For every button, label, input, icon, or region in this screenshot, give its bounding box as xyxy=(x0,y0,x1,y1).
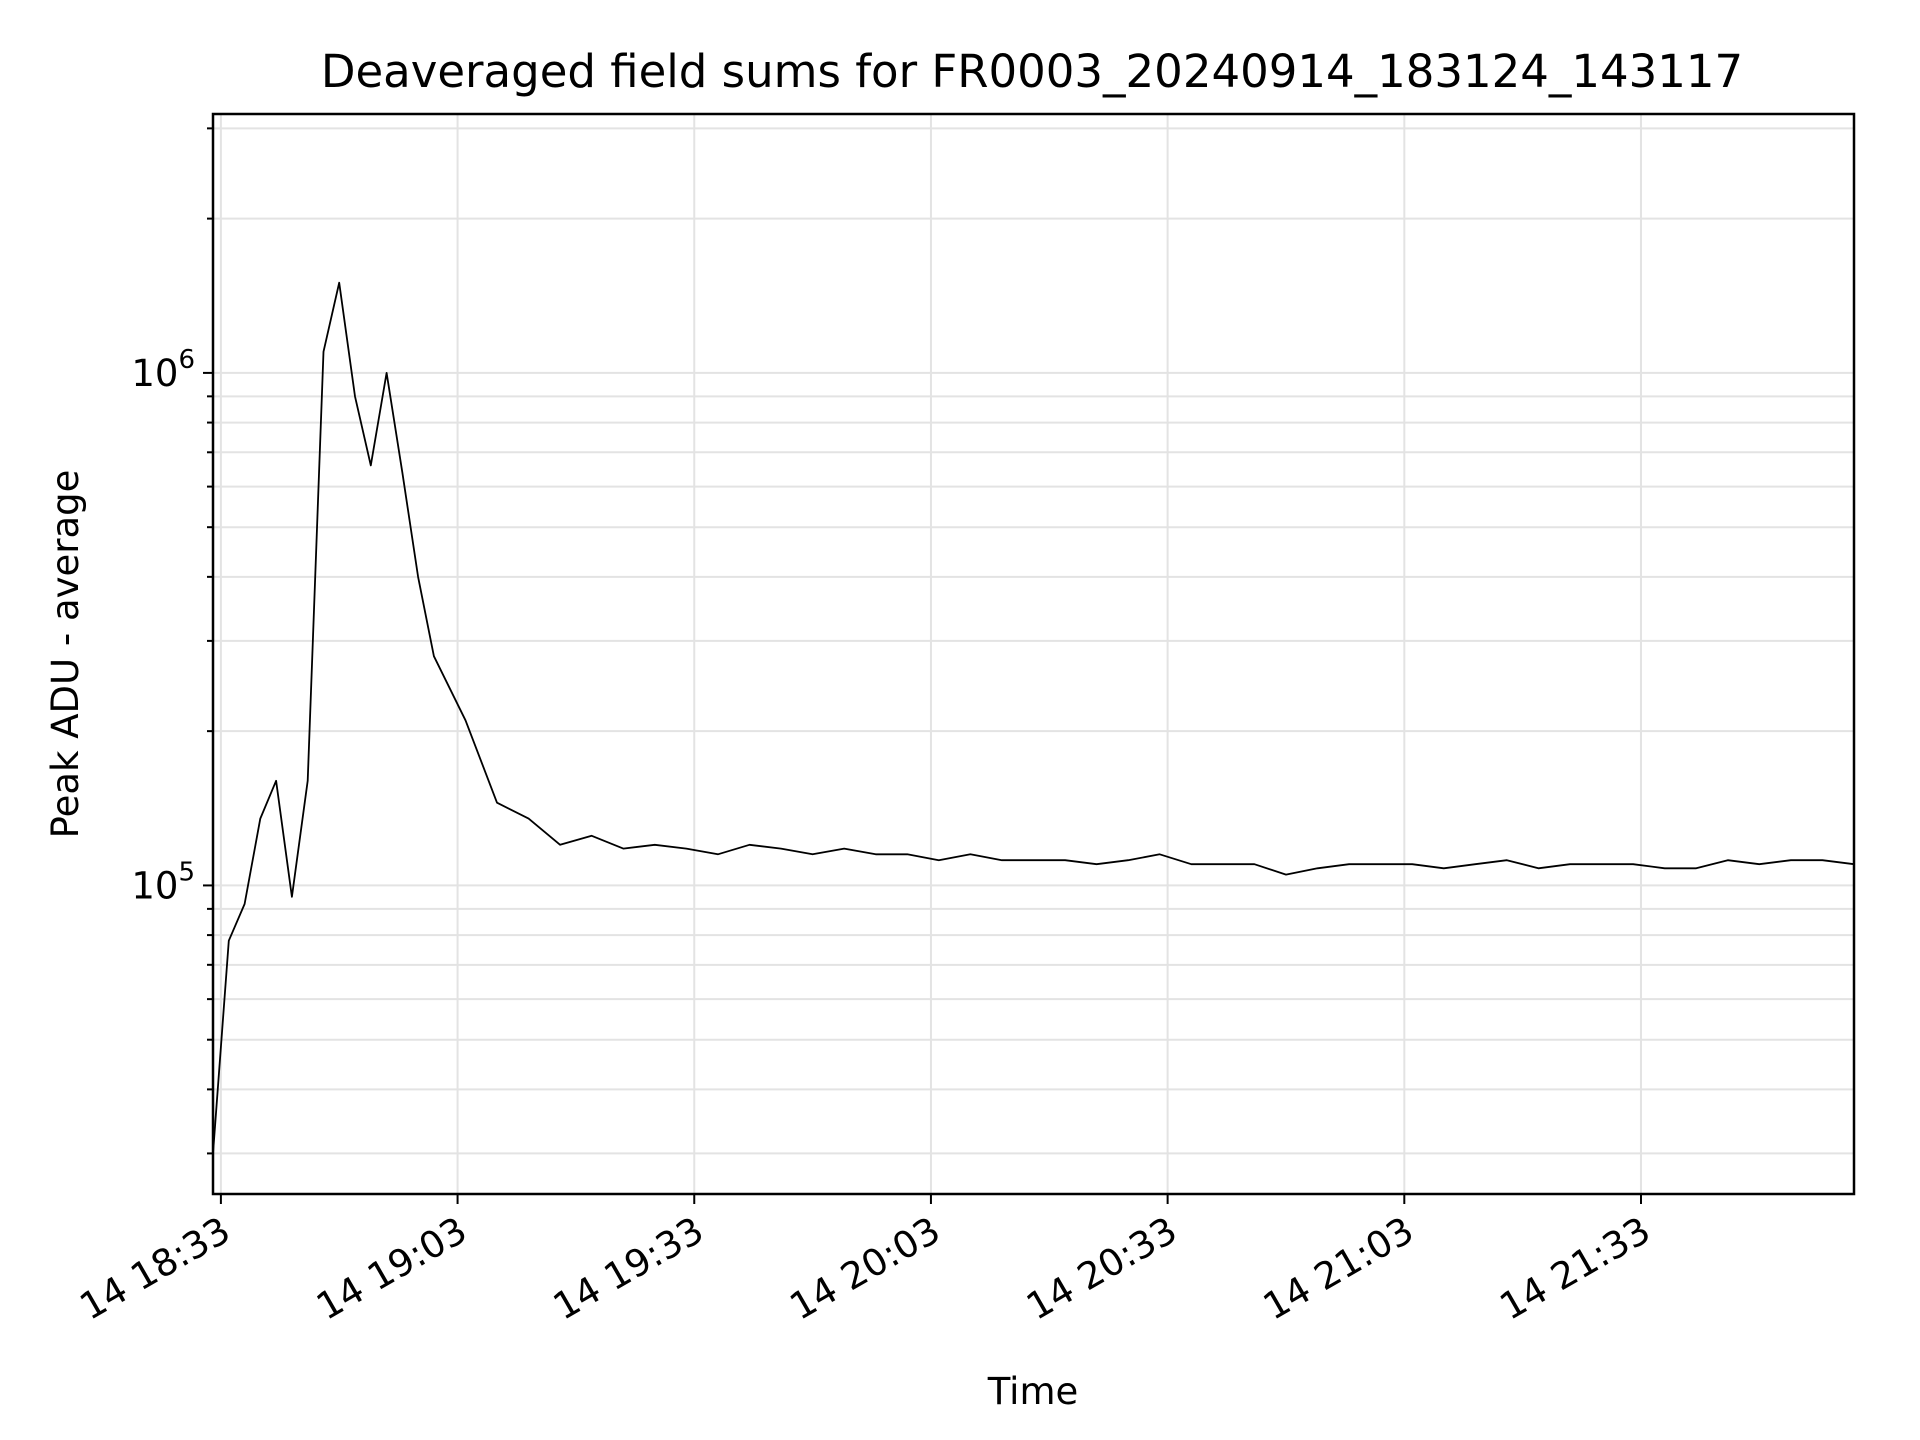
y-tick-label: 106 xyxy=(131,345,195,395)
chart-title: Deaveraged field sums for FR0003_2024091… xyxy=(321,45,1743,98)
y-tick-exponent: 6 xyxy=(178,345,195,375)
plot-area xyxy=(212,281,1855,1154)
y-axis-label: Peak ADU - average xyxy=(44,470,87,839)
y-tick-label: 105 xyxy=(131,857,195,907)
plot-frame xyxy=(211,112,1856,1196)
series-line xyxy=(212,281,1855,1154)
y-tick-base: 10 xyxy=(131,864,178,907)
x-axis-label: Time xyxy=(987,1370,1079,1413)
y-tick-base: 10 xyxy=(131,352,178,395)
grid xyxy=(213,114,1854,1194)
y-tick-exponent: 5 xyxy=(178,857,195,887)
